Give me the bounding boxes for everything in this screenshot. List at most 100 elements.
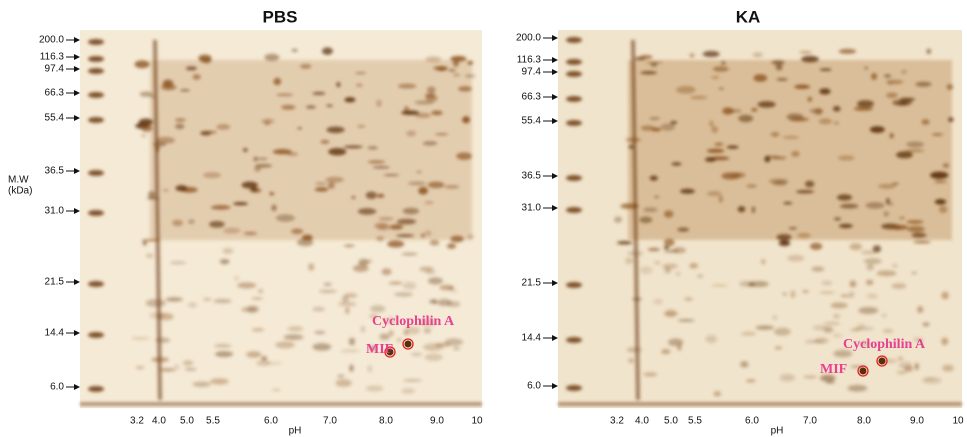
protein-spot xyxy=(749,281,769,288)
protein-spot xyxy=(860,250,878,255)
protein-spot xyxy=(327,182,335,189)
protein-spot xyxy=(351,195,356,200)
protein-spot xyxy=(741,331,756,336)
protein-spot xyxy=(795,190,815,194)
protein-spot xyxy=(833,313,840,319)
protein-spot xyxy=(718,87,725,90)
protein-spot xyxy=(639,266,653,275)
protein-spot xyxy=(162,79,174,88)
protein-spot xyxy=(451,290,458,293)
protein-spot xyxy=(706,191,722,197)
protein-spot xyxy=(765,155,780,159)
protein-spot xyxy=(663,210,674,218)
protein-spot xyxy=(170,261,187,265)
protein-spot xyxy=(345,307,350,315)
protein-spot xyxy=(838,48,857,54)
protein-spot xyxy=(308,263,315,271)
protein-spot xyxy=(444,185,460,189)
protein-spot xyxy=(811,266,825,272)
protein-spot xyxy=(343,145,363,149)
protein-spot xyxy=(626,347,642,353)
protein-spot xyxy=(911,232,927,238)
protein-spot xyxy=(431,110,443,116)
mw-axis-title: (kDa) xyxy=(8,186,32,197)
protein-spot xyxy=(165,297,183,302)
protein-spot xyxy=(782,135,800,140)
ph-label: 6.0 xyxy=(745,416,759,427)
protein-spot xyxy=(458,86,472,92)
spot-core xyxy=(404,340,412,348)
protein-spot xyxy=(467,234,474,240)
protein-spot xyxy=(654,261,661,264)
protein-spot xyxy=(783,201,793,205)
protein-spot xyxy=(899,97,916,102)
protein-spot xyxy=(849,243,863,251)
protein-spot xyxy=(913,338,924,342)
protein-spot xyxy=(365,191,378,200)
protein-spot xyxy=(374,222,389,229)
protein-spot xyxy=(840,294,851,298)
ph-label: 5.5 xyxy=(688,416,702,427)
protein-spot xyxy=(348,337,356,346)
protein-spot xyxy=(246,351,262,358)
protein-spot xyxy=(740,361,749,368)
protein-spot xyxy=(188,219,195,225)
protein-spot xyxy=(145,299,166,308)
protein-spot xyxy=(425,270,436,275)
protein-spot xyxy=(753,74,768,82)
protein-spot xyxy=(287,326,304,332)
protein-spot xyxy=(616,240,633,245)
protein-spot xyxy=(314,187,329,192)
protein-spot xyxy=(328,147,347,156)
spot-circle xyxy=(402,338,414,350)
protein-spot xyxy=(149,95,155,99)
protein-spot xyxy=(200,131,212,136)
protein-spot xyxy=(745,379,756,383)
protein-spot xyxy=(192,73,201,80)
protein-spot xyxy=(251,327,265,332)
protein-spot xyxy=(934,198,947,205)
protein-spot xyxy=(639,216,653,224)
protein-spot xyxy=(775,64,783,71)
protein-spot xyxy=(895,151,913,159)
protein-spot xyxy=(156,136,176,144)
protein-spot xyxy=(219,259,230,265)
protein-spot xyxy=(320,139,330,144)
protein-spot xyxy=(448,286,455,291)
protein-spot xyxy=(251,297,264,300)
protein-spot xyxy=(643,372,658,377)
protein-spot xyxy=(825,380,836,384)
protein-spot xyxy=(379,333,390,341)
protein-spot xyxy=(640,70,658,75)
protein-spot xyxy=(946,83,954,91)
protein-spot xyxy=(257,288,264,294)
gel-spots xyxy=(80,39,482,406)
protein-spot xyxy=(718,195,723,203)
protein-spot xyxy=(319,289,337,293)
protein-spot xyxy=(906,141,925,148)
mw-label: 31.0 xyxy=(45,206,65,217)
spot-circle xyxy=(857,365,869,377)
protein-spot xyxy=(924,377,936,381)
protein-spot xyxy=(425,56,442,63)
protein-spot xyxy=(369,345,376,351)
ph-label: 7.0 xyxy=(323,416,337,427)
protein-spot xyxy=(203,172,221,179)
protein-spot xyxy=(865,201,885,209)
protein-spot xyxy=(819,88,831,95)
protein-spot xyxy=(770,132,780,137)
protein-spot xyxy=(854,327,875,331)
protein-spot xyxy=(883,74,892,78)
protein-spot xyxy=(253,165,262,172)
protein-spot xyxy=(737,205,746,213)
ph-label: 9.0 xyxy=(430,416,444,427)
protein-spot xyxy=(738,114,754,123)
annotation: Cyclophilin A xyxy=(372,314,455,329)
protein-spot xyxy=(175,184,188,192)
protein-spot xyxy=(706,148,725,153)
protein-spot xyxy=(676,272,681,276)
protein-spot xyxy=(139,91,153,97)
protein-spot xyxy=(830,302,848,309)
protein-spot xyxy=(882,329,894,334)
ph-label: 5.0 xyxy=(664,416,678,427)
